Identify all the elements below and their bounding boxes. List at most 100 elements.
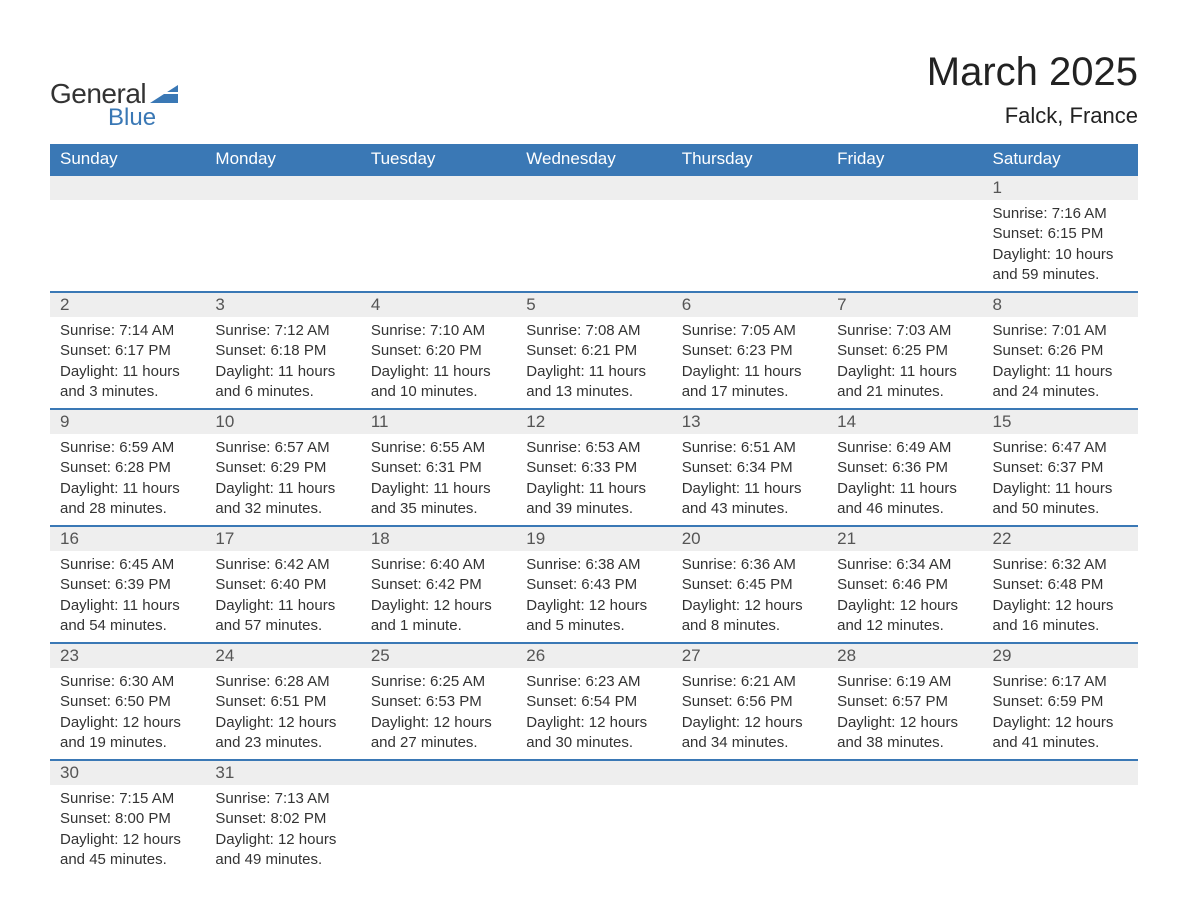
day-sunrise: Sunrise: 7:13 AM	[215, 789, 350, 809]
day-sunset: Sunset: 6:20 PM	[371, 341, 506, 361]
calendar-day-cell	[827, 175, 982, 292]
day-sunrise: Sunrise: 6:28 AM	[215, 672, 350, 692]
day-number	[361, 176, 516, 200]
day-details: Sunrise: 6:25 AMSunset: 6:53 PMDaylight:…	[361, 668, 516, 759]
calendar-day-cell: 23Sunrise: 6:30 AMSunset: 6:50 PMDayligh…	[50, 643, 205, 760]
day-daylight2: and 43 minutes.	[682, 499, 817, 519]
day-daylight2: and 21 minutes.	[837, 382, 972, 402]
day-sunset: Sunset: 8:00 PM	[60, 809, 195, 829]
day-daylight2: and 41 minutes.	[993, 733, 1128, 753]
day-sunrise: Sunrise: 6:17 AM	[993, 672, 1128, 692]
calendar-week-row: 9Sunrise: 6:59 AMSunset: 6:28 PMDaylight…	[50, 409, 1138, 526]
day-details	[827, 200, 982, 278]
calendar-day-cell: 30Sunrise: 7:15 AMSunset: 8:00 PMDayligh…	[50, 760, 205, 876]
calendar-day-cell: 3Sunrise: 7:12 AMSunset: 6:18 PMDaylight…	[205, 292, 360, 409]
day-details: Sunrise: 6:47 AMSunset: 6:37 PMDaylight:…	[983, 434, 1138, 525]
day-sunrise: Sunrise: 6:42 AM	[215, 555, 350, 575]
day-number: 30	[50, 761, 205, 785]
day-number: 11	[361, 410, 516, 434]
calendar-day-cell: 31Sunrise: 7:13 AMSunset: 8:02 PMDayligh…	[205, 760, 360, 876]
day-number: 21	[827, 527, 982, 551]
day-details: Sunrise: 6:51 AMSunset: 6:34 PMDaylight:…	[672, 434, 827, 525]
day-sunrise: Sunrise: 7:03 AM	[837, 321, 972, 341]
day-details: Sunrise: 6:38 AMSunset: 6:43 PMDaylight:…	[516, 551, 671, 642]
day-details	[361, 200, 516, 278]
day-details	[672, 785, 827, 863]
day-details: Sunrise: 7:03 AMSunset: 6:25 PMDaylight:…	[827, 317, 982, 408]
calendar-day-cell: 26Sunrise: 6:23 AMSunset: 6:54 PMDayligh…	[516, 643, 671, 760]
calendar-day-cell: 15Sunrise: 6:47 AMSunset: 6:37 PMDayligh…	[983, 409, 1138, 526]
day-details: Sunrise: 6:40 AMSunset: 6:42 PMDaylight:…	[361, 551, 516, 642]
day-daylight1: Daylight: 11 hours	[215, 479, 350, 499]
day-daylight2: and 24 minutes.	[993, 382, 1128, 402]
day-details: Sunrise: 6:59 AMSunset: 6:28 PMDaylight:…	[50, 434, 205, 525]
day-sunset: Sunset: 6:33 PM	[526, 458, 661, 478]
calendar-week-row: 23Sunrise: 6:30 AMSunset: 6:50 PMDayligh…	[50, 643, 1138, 760]
day-daylight2: and 35 minutes.	[371, 499, 506, 519]
day-daylight1: Daylight: 12 hours	[682, 596, 817, 616]
day-details: Sunrise: 7:14 AMSunset: 6:17 PMDaylight:…	[50, 317, 205, 408]
weekday-header: Thursday	[672, 144, 827, 175]
calendar-day-cell: 17Sunrise: 6:42 AMSunset: 6:40 PMDayligh…	[205, 526, 360, 643]
day-daylight1: Daylight: 11 hours	[526, 479, 661, 499]
day-sunset: Sunset: 8:02 PM	[215, 809, 350, 829]
day-sunset: Sunset: 6:29 PM	[215, 458, 350, 478]
weekday-header: Saturday	[983, 144, 1138, 175]
day-daylight1: Daylight: 12 hours	[215, 713, 350, 733]
day-sunrise: Sunrise: 7:10 AM	[371, 321, 506, 341]
day-sunset: Sunset: 6:39 PM	[60, 575, 195, 595]
day-sunrise: Sunrise: 7:16 AM	[993, 204, 1128, 224]
day-number: 10	[205, 410, 360, 434]
calendar-day-cell	[672, 760, 827, 876]
day-sunset: Sunset: 6:50 PM	[60, 692, 195, 712]
day-daylight2: and 32 minutes.	[215, 499, 350, 519]
day-details: Sunrise: 6:28 AMSunset: 6:51 PMDaylight:…	[205, 668, 360, 759]
day-details: Sunrise: 6:57 AMSunset: 6:29 PMDaylight:…	[205, 434, 360, 525]
day-sunrise: Sunrise: 6:45 AM	[60, 555, 195, 575]
day-number	[361, 761, 516, 785]
page-header: General Blue March 2025 Falck, France	[50, 50, 1138, 132]
calendar-day-cell: 28Sunrise: 6:19 AMSunset: 6:57 PMDayligh…	[827, 643, 982, 760]
day-daylight1: Daylight: 11 hours	[215, 362, 350, 382]
day-details: Sunrise: 7:05 AMSunset: 6:23 PMDaylight:…	[672, 317, 827, 408]
day-number: 28	[827, 644, 982, 668]
day-number: 29	[983, 644, 1138, 668]
day-daylight2: and 54 minutes.	[60, 616, 195, 636]
calendar-day-cell: 27Sunrise: 6:21 AMSunset: 6:56 PMDayligh…	[672, 643, 827, 760]
day-daylight2: and 27 minutes.	[371, 733, 506, 753]
day-sunrise: Sunrise: 6:36 AM	[682, 555, 817, 575]
day-details	[827, 785, 982, 863]
day-details: Sunrise: 6:23 AMSunset: 6:54 PMDaylight:…	[516, 668, 671, 759]
day-sunset: Sunset: 6:48 PM	[993, 575, 1128, 595]
day-number: 26	[516, 644, 671, 668]
day-sunset: Sunset: 6:25 PM	[837, 341, 972, 361]
calendar-day-cell	[361, 175, 516, 292]
location-subtitle: Falck, France	[927, 103, 1138, 129]
day-details	[50, 200, 205, 278]
day-daylight2: and 57 minutes.	[215, 616, 350, 636]
day-daylight1: Daylight: 11 hours	[60, 596, 195, 616]
day-details	[672, 200, 827, 278]
weekday-header-row: SundayMondayTuesdayWednesdayThursdayFrid…	[50, 144, 1138, 175]
day-details: Sunrise: 6:55 AMSunset: 6:31 PMDaylight:…	[361, 434, 516, 525]
calendar-day-cell: 20Sunrise: 6:36 AMSunset: 6:45 PMDayligh…	[672, 526, 827, 643]
calendar-day-cell	[50, 175, 205, 292]
day-number: 8	[983, 293, 1138, 317]
calendar-day-cell: 24Sunrise: 6:28 AMSunset: 6:51 PMDayligh…	[205, 643, 360, 760]
day-details	[361, 785, 516, 863]
weekday-header: Sunday	[50, 144, 205, 175]
day-number	[827, 761, 982, 785]
day-daylight2: and 10 minutes.	[371, 382, 506, 402]
weekday-header: Wednesday	[516, 144, 671, 175]
day-daylight1: Daylight: 12 hours	[371, 713, 506, 733]
day-daylight1: Daylight: 12 hours	[682, 713, 817, 733]
calendar-day-cell	[516, 760, 671, 876]
day-number	[205, 176, 360, 200]
day-daylight2: and 59 minutes.	[993, 265, 1128, 285]
day-sunrise: Sunrise: 7:08 AM	[526, 321, 661, 341]
day-number: 19	[516, 527, 671, 551]
day-daylight2: and 17 minutes.	[682, 382, 817, 402]
day-sunset: Sunset: 6:31 PM	[371, 458, 506, 478]
day-sunset: Sunset: 6:46 PM	[837, 575, 972, 595]
day-number: 15	[983, 410, 1138, 434]
